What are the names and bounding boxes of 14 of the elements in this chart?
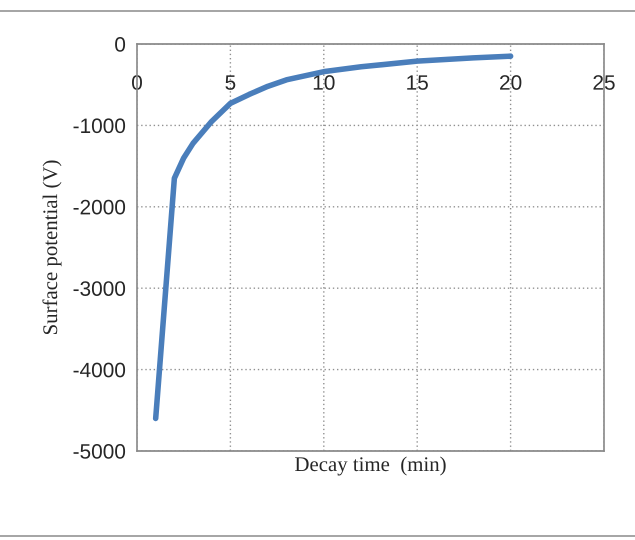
x-tick-label: 10 (314, 75, 335, 90)
y-tick-label: -2000 (74, 200, 126, 215)
y-tick-label: 0 (115, 37, 126, 52)
x-tick-label: 0 (132, 75, 142, 90)
x-tick-label: 25 (593, 75, 615, 90)
y-tick-label: -1000 (74, 118, 126, 134)
x-tick-label: 20 (500, 75, 522, 90)
y-tick-label: -4000 (74, 362, 126, 378)
x-tick-label: 15 (407, 75, 428, 90)
y-tick-label: -5000 (74, 444, 126, 459)
x-axis-title: Decay time (min) (295, 456, 446, 476)
y-axis-title: Surface potential (V) (42, 160, 62, 334)
y-tick-label: -3000 (74, 281, 126, 296)
x-tick-label: 5 (225, 75, 236, 90)
